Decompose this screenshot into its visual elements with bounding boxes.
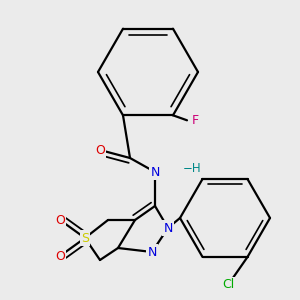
Text: N: N	[147, 245, 157, 259]
Text: Cl: Cl	[222, 278, 234, 292]
Text: O: O	[55, 250, 65, 262]
Text: O: O	[95, 143, 105, 157]
Text: N: N	[163, 221, 173, 235]
Text: −H: −H	[183, 161, 202, 175]
Text: O: O	[55, 214, 65, 226]
Text: F: F	[191, 114, 199, 127]
Text: N: N	[150, 166, 160, 178]
Text: S: S	[81, 232, 89, 244]
